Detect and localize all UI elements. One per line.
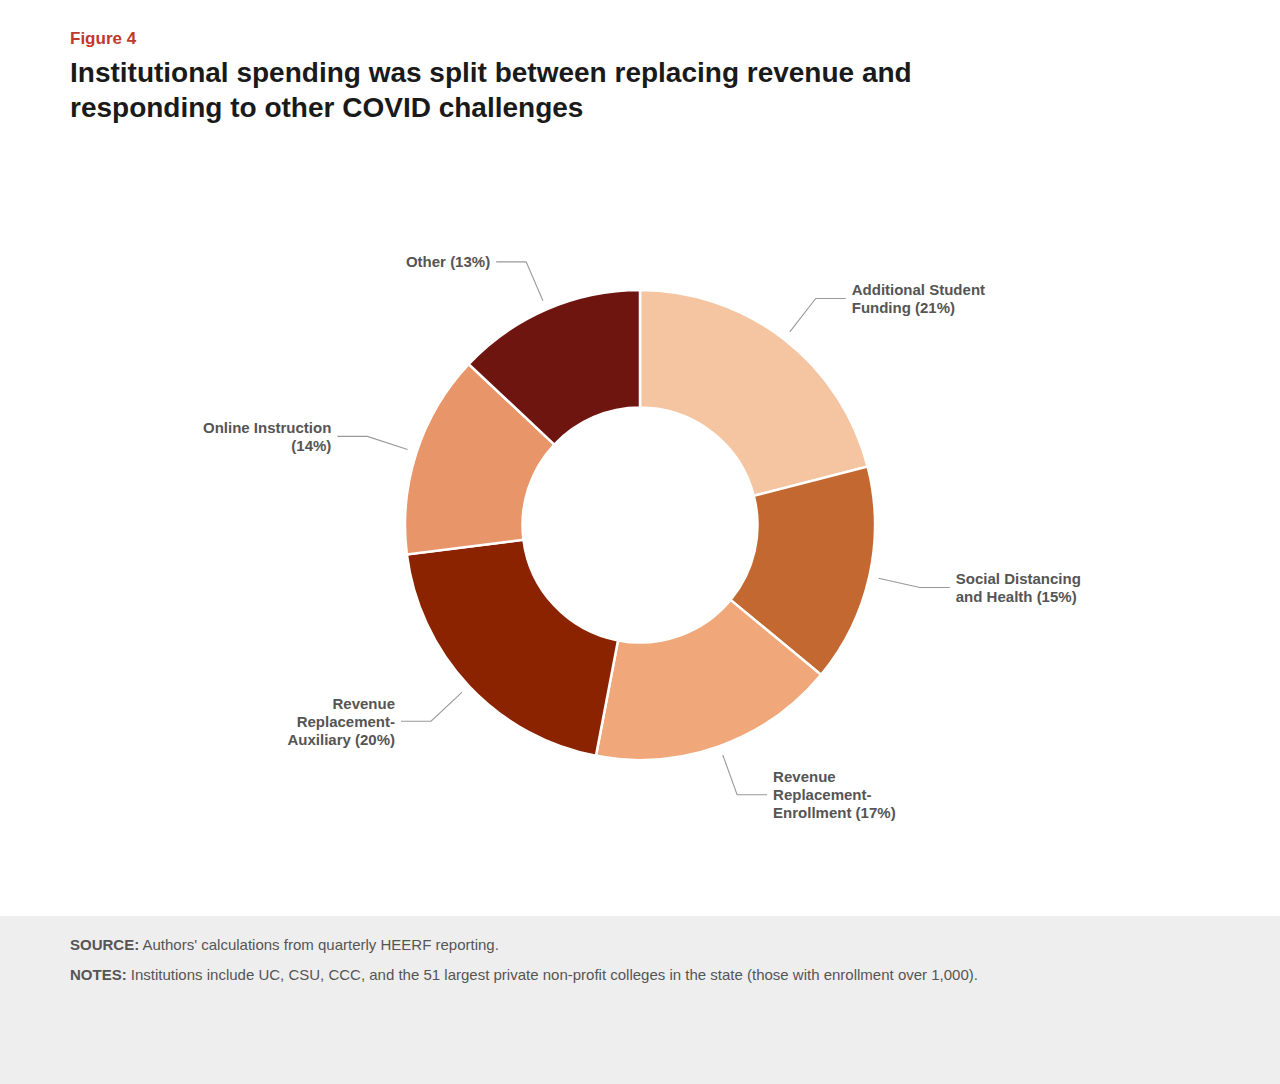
- slice-label: RevenueReplacement-Auxiliary (20%): [287, 695, 395, 748]
- footer-note: SOURCE: Authors' calculations from quart…: [70, 936, 499, 953]
- slice-label-line: and Health (15%): [956, 588, 1077, 605]
- donut-slice: [407, 540, 618, 756]
- title: Institutional spending was split between…: [70, 57, 912, 123]
- labels: Additional StudentFunding (21%) Social Di…: [203, 253, 1081, 821]
- leader-line: [496, 262, 543, 301]
- figure-label: Figure 4: [70, 29, 137, 48]
- slice-label: Additional StudentFunding (21%): [852, 281, 985, 316]
- slice-label-line: Additional Student: [852, 281, 985, 298]
- slice-clip: [405, 290, 875, 760]
- footer-note-lead: SOURCE:: [70, 936, 139, 953]
- footer-note-lead: NOTES:: [70, 966, 127, 983]
- slice-label-line: Online Instruction: [203, 419, 331, 436]
- slice-label-line: Revenue: [332, 695, 395, 712]
- footer-note-body: Authors' calculations from quarterly HEE…: [139, 936, 499, 953]
- slices: [405, 290, 875, 760]
- donut-slice: [640, 290, 868, 496]
- slice-label-line: Auxiliary (20%): [287, 731, 395, 748]
- slice-label-line: Replacement-: [297, 713, 395, 730]
- title-line: Institutional spending was split between…: [70, 57, 912, 88]
- title-line: responding to other COVID challenges: [70, 92, 583, 123]
- chart: Figure 4 Institutional spending was split…: [0, 0, 1280, 1084]
- footer-note: NOTES: Institutions include UC, CSU, CCC…: [70, 966, 978, 983]
- slice-label-line: Other (13%): [406, 253, 490, 270]
- slice-label-line: Funding (21%): [852, 299, 955, 316]
- donut-slice: [469, 290, 640, 445]
- leader-line: [790, 298, 846, 331]
- slice-label-line: Replacement-: [773, 786, 871, 803]
- leader-line: [337, 436, 407, 449]
- plot: [405, 290, 875, 760]
- footer-background: [0, 916, 1280, 1084]
- leader-line: [723, 755, 767, 795]
- slice-label-line: Revenue: [773, 768, 836, 785]
- slice-label: RevenueReplacement-Enrollment (17%): [773, 768, 896, 821]
- slice-label: Other (13%): [406, 253, 490, 270]
- slice-label-line: Enrollment (17%): [773, 804, 896, 821]
- slice-label: Online Instruction(14%): [203, 419, 331, 454]
- slice-label-line: Social Distancing: [956, 570, 1081, 587]
- slice-label-line: (14%): [291, 437, 331, 454]
- slice-label: Social Distancingand Health (15%): [956, 570, 1081, 605]
- leader-line: [401, 692, 462, 721]
- footer-note-body: Institutions include UC, CSU, CCC, and t…: [127, 966, 978, 983]
- donut-slice: [596, 600, 821, 760]
- leader-line: [879, 578, 950, 587]
